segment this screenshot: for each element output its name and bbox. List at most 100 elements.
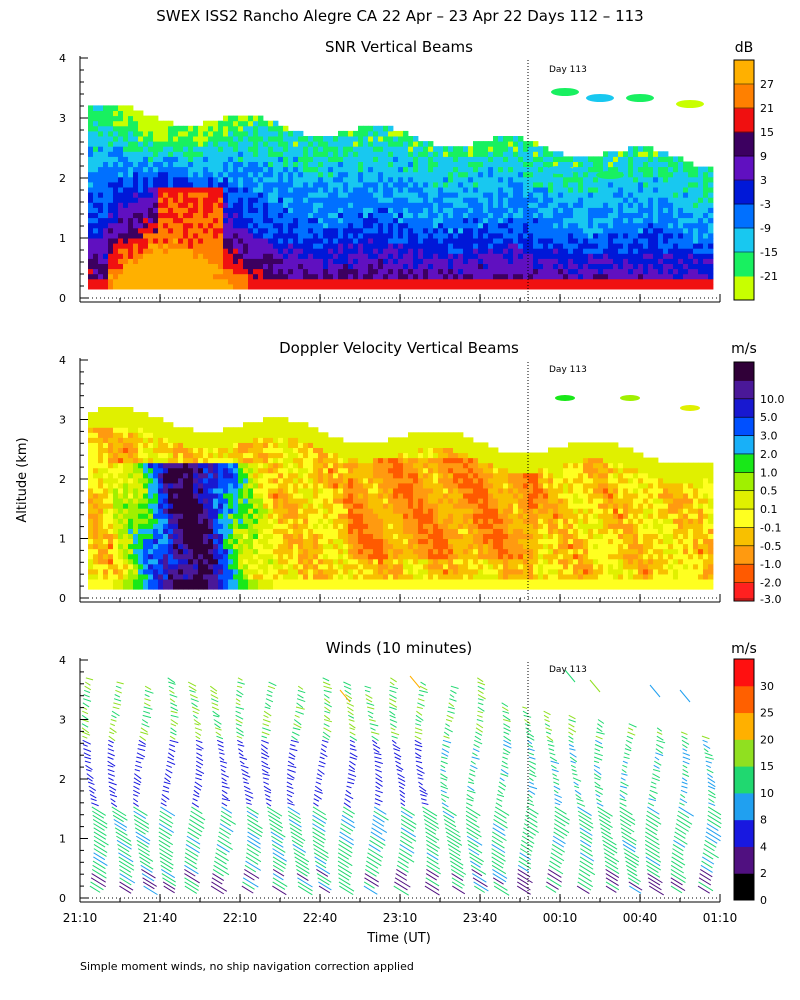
doppler-cell xyxy=(108,457,114,464)
snr-cell xyxy=(298,217,304,224)
snr-cell xyxy=(478,197,484,203)
snr-cell xyxy=(313,141,319,147)
snr-cell xyxy=(463,227,469,234)
snr-cell xyxy=(608,273,614,280)
snr-cell xyxy=(428,278,434,285)
snr-cell xyxy=(493,197,499,203)
doppler-cell xyxy=(208,498,214,504)
snr-cell xyxy=(393,207,399,213)
snr-cell xyxy=(343,243,349,249)
snr-cell xyxy=(488,171,494,178)
snr-cell xyxy=(328,253,334,259)
snr-cell xyxy=(303,217,309,224)
snr-cell xyxy=(658,227,664,234)
snr-cell xyxy=(463,161,469,168)
snr-cell xyxy=(228,166,234,173)
snr-cell xyxy=(528,263,534,270)
snr-cell xyxy=(128,192,134,198)
snr-cell xyxy=(263,166,269,173)
snr-cell xyxy=(473,207,479,213)
doppler-cell xyxy=(203,492,209,499)
snr-cell xyxy=(253,248,259,254)
snr-cell xyxy=(213,141,219,147)
snr-cell xyxy=(173,222,179,229)
snr-cell xyxy=(233,212,239,219)
snr-cell xyxy=(398,258,404,264)
doppler-cell xyxy=(188,432,194,438)
snr-cell xyxy=(93,130,99,137)
snr-cell xyxy=(363,273,369,280)
doppler-cell xyxy=(243,543,249,550)
snr-cell xyxy=(253,161,259,168)
snr-cell xyxy=(448,278,454,285)
snr-cell xyxy=(463,258,469,264)
snr-cell xyxy=(498,166,504,173)
snr-cell xyxy=(153,232,159,239)
snr-cell xyxy=(248,243,254,249)
doppler-cell xyxy=(213,467,219,474)
snr-cell xyxy=(333,258,339,264)
doppler-cell xyxy=(183,462,189,469)
doppler-cell xyxy=(208,447,214,454)
doppler-cell xyxy=(213,543,219,550)
snr-cell xyxy=(343,171,349,178)
doppler-cell xyxy=(193,482,199,489)
snr-cell xyxy=(283,273,289,280)
snr-cell xyxy=(223,248,229,254)
snr-cell xyxy=(118,115,124,122)
snr-cell xyxy=(158,283,164,290)
snr-cell xyxy=(563,202,569,208)
doppler-cell xyxy=(118,558,124,565)
snr-cell xyxy=(288,248,294,254)
doppler-cell xyxy=(123,528,129,534)
snr-cell xyxy=(193,192,199,198)
snr-cell xyxy=(503,232,509,239)
doppler-cell xyxy=(208,437,214,443)
snr-cell xyxy=(558,283,564,290)
doppler-cell xyxy=(103,477,109,484)
snr-cell xyxy=(663,243,669,249)
doppler-cell xyxy=(88,518,94,524)
snr-cell xyxy=(593,181,599,188)
snr-cell xyxy=(588,273,594,280)
snr-cell xyxy=(478,217,484,224)
snr-cell xyxy=(633,227,639,234)
snr-cell xyxy=(353,151,359,157)
doppler-cell xyxy=(93,523,99,529)
snr-cell xyxy=(138,243,144,249)
snr-cell xyxy=(173,181,179,188)
doppler-cell xyxy=(178,477,184,484)
snr-cell xyxy=(203,248,209,254)
snr-cell xyxy=(343,238,349,244)
snr-cell xyxy=(193,253,199,259)
snr-cell xyxy=(588,187,594,193)
snr-cell xyxy=(223,192,229,198)
doppler-cell xyxy=(243,568,249,575)
snr-cell xyxy=(268,151,274,157)
snr-cell xyxy=(118,187,124,193)
doppler-cell xyxy=(148,437,154,443)
snr-cell xyxy=(188,125,194,132)
snr-cell xyxy=(503,192,509,198)
snr-cell xyxy=(678,161,684,168)
snr-cell xyxy=(498,238,504,244)
snr-cell xyxy=(158,156,164,162)
snr-cell xyxy=(373,130,379,137)
snr-cell xyxy=(493,278,499,285)
snr-cell xyxy=(333,263,339,270)
snr-cell xyxy=(478,212,484,219)
snr-cell xyxy=(623,273,629,280)
snr-cell xyxy=(553,187,559,193)
doppler-cell xyxy=(98,578,104,585)
snr-cell xyxy=(148,197,154,203)
snr-cell xyxy=(383,227,389,234)
doppler-cell xyxy=(198,528,204,534)
snr-cell xyxy=(203,125,209,132)
snr-cell xyxy=(163,278,169,285)
snr-cell xyxy=(333,253,339,259)
snr-cell xyxy=(608,207,614,213)
snr-cell xyxy=(288,181,294,188)
doppler-cell xyxy=(213,442,219,449)
snr-cell xyxy=(433,192,439,198)
snr-cell xyxy=(448,207,454,213)
